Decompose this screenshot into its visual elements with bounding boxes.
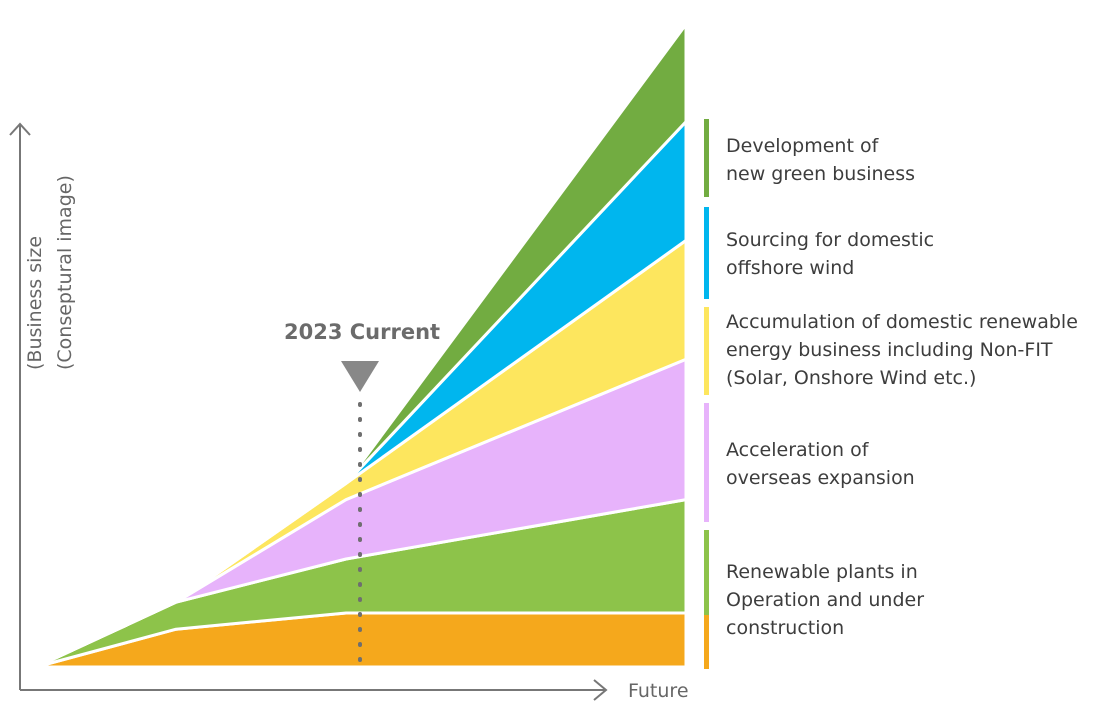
axes xyxy=(9,122,608,701)
legend-item-overseas: Acceleration of overseas expansion xyxy=(726,436,915,492)
legend-item-offshore-wind: Sourcing for domestic offshore wind xyxy=(726,226,934,282)
legend-text-line: Renewable plants in xyxy=(726,561,918,583)
legend-text-line: Sourcing for domestic xyxy=(726,229,935,251)
legend-item-domestic-renewable: Accumulation of domestic renewable energ… xyxy=(726,308,1078,392)
x-axis-arrow xyxy=(593,679,608,701)
legend-bar-domestic-renewable xyxy=(704,307,709,395)
legend-text-line: new green business xyxy=(726,163,916,185)
legend-bar-plants-green xyxy=(704,530,709,615)
y-axis-arrow xyxy=(9,122,31,136)
legend-item-renewable-plants: Renewable plants in Operation and under … xyxy=(726,558,924,642)
legend-bar-overseas xyxy=(704,403,709,522)
legend-text-line: Development of xyxy=(726,135,879,157)
legend-bar-offshore-wind xyxy=(704,207,709,299)
current-marker-triangle xyxy=(341,361,379,392)
legend-text-line: Accumulation of domestic renewable xyxy=(726,311,1078,333)
current-year-label: 2023 Current xyxy=(284,320,441,344)
y-axis-title-line-1: (Business size xyxy=(24,235,46,370)
legend-text-line: (Solar, Onshore Wind etc.) xyxy=(726,367,977,389)
legend-bar-plants-orange xyxy=(704,615,709,669)
x-axis-label: Future xyxy=(628,680,689,702)
current-marker xyxy=(341,361,379,670)
legend-text-line: Acceleration of xyxy=(726,439,869,461)
legend-bar-green-business xyxy=(704,119,709,197)
area-green-business xyxy=(34,22,688,669)
legend-text-line: overseas expansion xyxy=(726,467,915,489)
legend-text-line: energy business including Non-FIT xyxy=(726,339,1053,361)
legend-text-line: Operation and under xyxy=(726,589,925,611)
y-axis-title-line-2: (Conseptural image) xyxy=(54,175,76,370)
y-axis-title: (Business size (Conseptural image) xyxy=(20,150,100,370)
legend-text-line: offshore wind xyxy=(726,257,855,279)
legend-item-green-business: Development of new green business xyxy=(726,132,915,188)
legend-text-line: construction xyxy=(726,617,845,639)
